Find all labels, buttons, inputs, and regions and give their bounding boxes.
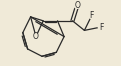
Circle shape (98, 24, 104, 30)
Text: O: O (33, 32, 39, 41)
Text: F: F (89, 11, 94, 20)
Circle shape (89, 13, 95, 18)
Text: O: O (74, 1, 80, 10)
Circle shape (33, 34, 39, 39)
Text: F: F (99, 23, 103, 31)
Circle shape (74, 3, 80, 8)
